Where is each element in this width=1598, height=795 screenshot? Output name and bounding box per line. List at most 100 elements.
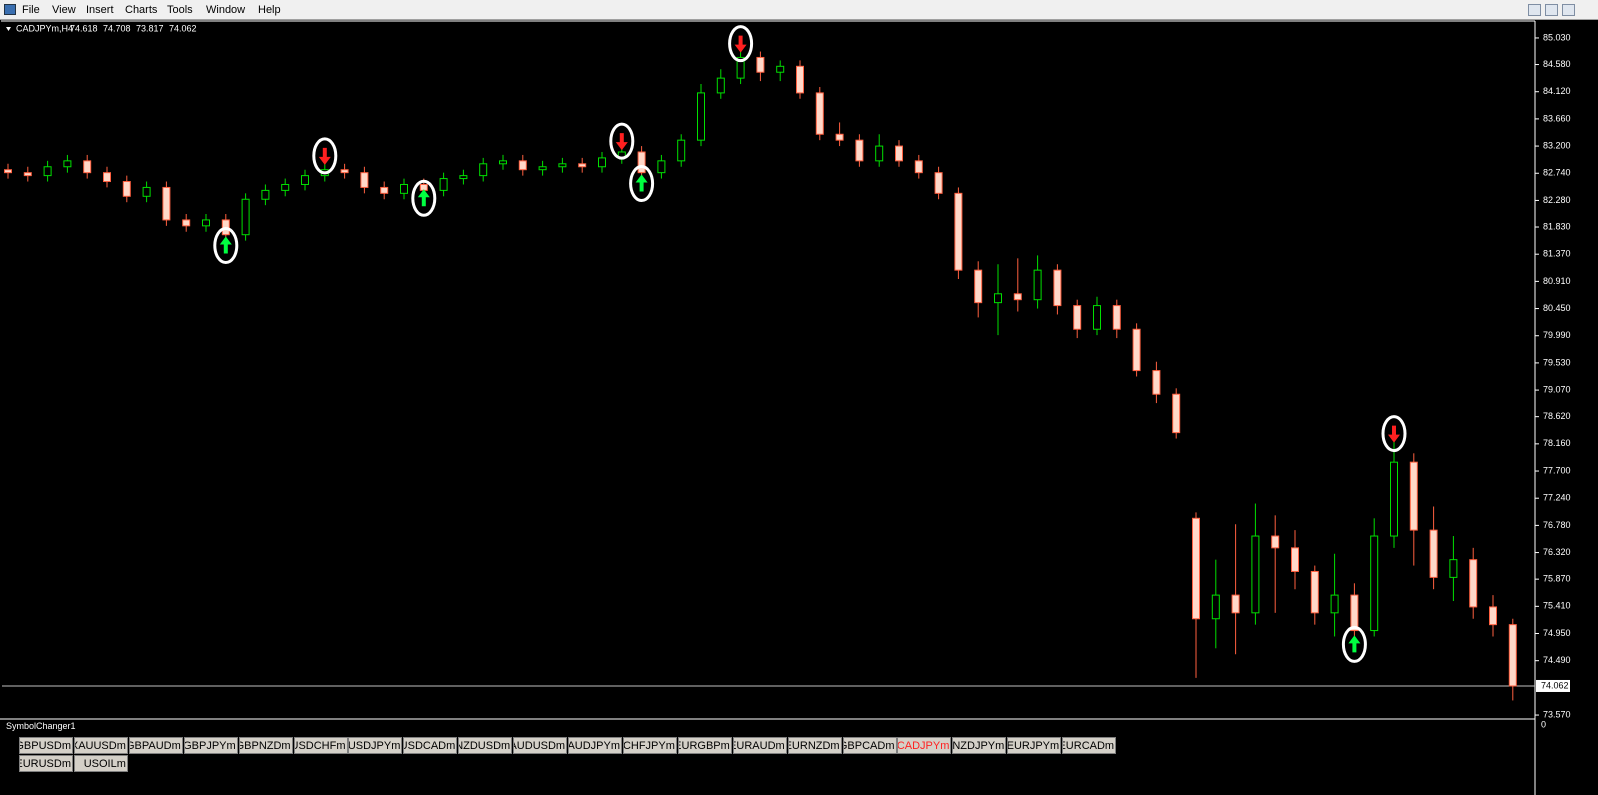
candle-body: [994, 293, 1002, 304]
y-tick-label: 74.490: [1543, 655, 1571, 665]
menu-item[interactable]: Tools: [167, 4, 193, 16]
candle-body: [1449, 559, 1458, 578]
y-tick-label: 79.530: [1543, 357, 1571, 367]
symbol-button[interactable]: EURNZDm: [787, 737, 842, 754]
candle-body: [558, 163, 567, 168]
symbol-button[interactable]: CADJPYm: [897, 737, 952, 754]
candle-body: [1350, 594, 1359, 632]
app-icon: [4, 4, 16, 15]
symbol-button[interactable]: GBPAUDm: [128, 737, 183, 754]
symbol-button[interactable]: GBPJPYm: [183, 737, 238, 754]
signal-circle: [1341, 625, 1367, 663]
menu-item[interactable]: File: [22, 4, 40, 16]
symbol-button[interactable]: GBPNZDm: [238, 737, 293, 754]
candle-body: [855, 139, 864, 162]
candle-body: [538, 166, 547, 171]
candle-body: [1489, 606, 1497, 626]
y-tick-label: 80.450: [1543, 303, 1571, 313]
signal-circle: [629, 165, 655, 203]
y-tick-label: 78.620: [1543, 411, 1571, 421]
candle-body: [1390, 461, 1398, 537]
symbol-button[interactable]: GBPCADm: [842, 737, 897, 754]
candle-body: [1053, 269, 1062, 307]
symbol-button[interactable]: USOILm: [73, 755, 128, 772]
symbol-button[interactable]: USDJPYm: [348, 737, 403, 754]
y-tick-label: 78.160: [1543, 438, 1571, 448]
sell-arrow: [615, 133, 628, 151]
menu-item[interactable]: View: [52, 4, 76, 16]
candle-body: [1310, 570, 1319, 614]
symbol-button[interactable]: GBPUSDm: [19, 737, 73, 754]
symbol-button[interactable]: USDCADm: [403, 737, 458, 754]
sell-arrow: [734, 35, 747, 53]
menu-item[interactable]: Charts: [125, 4, 158, 16]
candle-body: [875, 145, 884, 162]
candle-body: [1271, 535, 1280, 549]
candle-body: [1291, 547, 1299, 572]
candle-body: [895, 145, 903, 162]
candle-body: [756, 56, 765, 73]
candle-body: [835, 133, 844, 141]
candle-body: [934, 172, 943, 194]
symbol-button[interactable]: AUDUSDm: [513, 737, 568, 754]
candle-body: [1132, 328, 1141, 372]
restore-button[interactable]: [1545, 4, 1558, 16]
sell-arrow: [1388, 425, 1400, 443]
candle-body: [1469, 559, 1478, 608]
chart-title: CADJPYm,H4: [16, 23, 73, 33]
y-tick-label: 77.700: [1543, 465, 1571, 475]
menu-item[interactable]: Insert: [86, 4, 114, 16]
candle-body: [1508, 624, 1517, 687]
candle-body: [657, 160, 666, 174]
symbol-button[interactable]: XAUUSDm: [73, 737, 128, 754]
candle-body: [1013, 293, 1022, 301]
y-tick-label: 77.240: [1543, 493, 1571, 503]
minimize-button[interactable]: [1528, 4, 1541, 16]
indicator-axis-label: 0: [1541, 719, 1546, 729]
candle-body: [578, 163, 587, 168]
menu-item[interactable]: Help: [258, 4, 281, 16]
symbol-button[interactable]: AUDJPYm: [568, 737, 622, 754]
candle-body: [677, 139, 686, 162]
candle-body: [974, 269, 983, 304]
close-button[interactable]: [1562, 4, 1575, 16]
menu-bar: File View Insert Charts Tools Window Help: [0, 0, 1598, 20]
symbol-button[interactable]: USDCHFm: [293, 737, 348, 754]
symbol-button[interactable]: CHFJPYm: [622, 737, 677, 754]
candle-body: [1429, 529, 1438, 578]
symbol-button[interactable]: EURCADm: [1062, 737, 1117, 754]
candle-body: [340, 169, 349, 174]
symbol-button[interactable]: EURGBPm: [677, 737, 732, 754]
candle-body: [479, 163, 488, 177]
candle-body: [439, 178, 448, 191]
y-tick-label: 76.780: [1543, 520, 1571, 530]
symbol-button[interactable]: NZDUSDm: [458, 737, 513, 754]
candle-body: [142, 186, 151, 197]
sell-arrow: [318, 147, 331, 165]
candle-body: [1093, 305, 1101, 330]
header-triangle: [6, 27, 11, 31]
candle-body: [63, 160, 72, 168]
signal-circle: [213, 227, 239, 265]
candle-body: [162, 186, 171, 221]
symbol-button[interactable]: EURJPYm: [1007, 737, 1062, 754]
candle-body: [796, 65, 804, 94]
candle-body: [1192, 517, 1200, 620]
symbol-button[interactable]: EURUSDm: [19, 755, 73, 772]
y-tick-label: 81.370: [1543, 249, 1571, 259]
buy-arrow: [417, 189, 430, 207]
candle-body: [1112, 305, 1121, 330]
candle-body: [637, 151, 646, 174]
symbol-button[interactable]: EURAUDm: [732, 737, 787, 754]
candle-body: [122, 181, 131, 197]
candle-body: [815, 92, 824, 135]
candle-body: [1231, 594, 1240, 614]
y-tick-label: 79.990: [1543, 330, 1571, 340]
candle-body: [83, 160, 92, 174]
menu-item[interactable]: Window: [206, 4, 246, 16]
y-tick-label: 80.910: [1543, 276, 1571, 286]
symbol-button[interactable]: NZDJPYm: [952, 737, 1007, 754]
candle-body: [43, 166, 52, 177]
